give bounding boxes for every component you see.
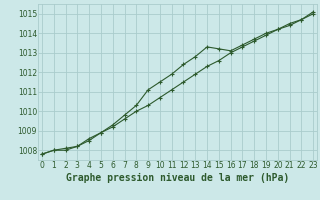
X-axis label: Graphe pression niveau de la mer (hPa): Graphe pression niveau de la mer (hPa) xyxy=(66,173,289,183)
